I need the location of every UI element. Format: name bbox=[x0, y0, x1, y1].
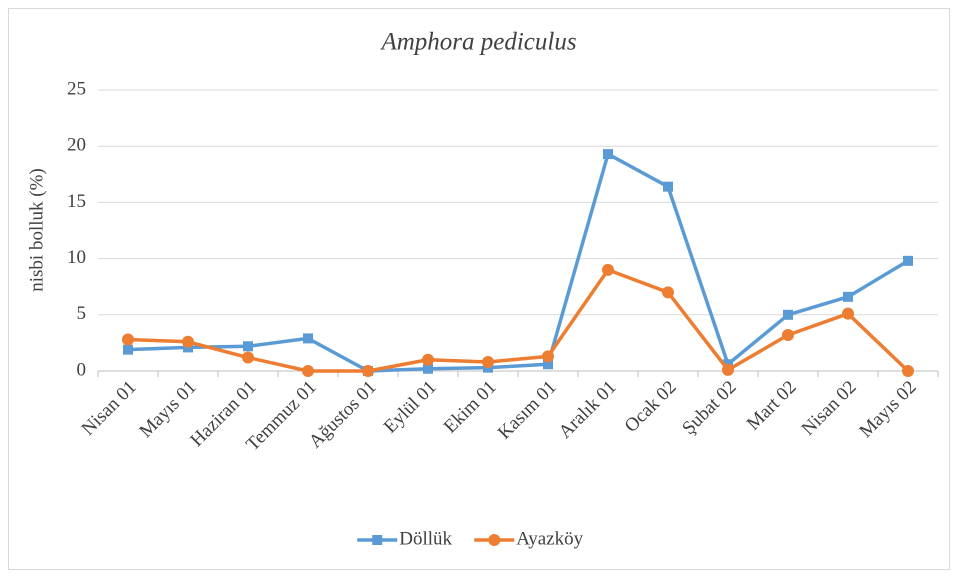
data-point bbox=[242, 351, 254, 364]
data-point bbox=[603, 149, 613, 160]
data-point bbox=[663, 181, 673, 192]
data-point bbox=[422, 353, 434, 366]
series-line bbox=[127, 152, 909, 373]
data-point bbox=[542, 350, 554, 363]
y-tick-label: 5 bbox=[77, 303, 87, 324]
data-point bbox=[662, 286, 674, 299]
data-point bbox=[362, 365, 374, 377]
chart-title: Amphora pediculus bbox=[379, 29, 576, 56]
data-point bbox=[602, 263, 614, 276]
y-tick-label: 15 bbox=[67, 191, 86, 212]
data-point bbox=[243, 341, 253, 352]
data-point bbox=[182, 335, 194, 348]
data-point bbox=[782, 329, 794, 342]
data-point bbox=[842, 307, 854, 320]
y-tick-label: 10 bbox=[67, 247, 86, 268]
data-point bbox=[122, 333, 134, 346]
data-point bbox=[482, 356, 494, 369]
y-tick-label: 25 bbox=[67, 78, 86, 99]
y-tick-label: 20 bbox=[67, 135, 86, 156]
legend-label: Ayazköy bbox=[516, 528, 583, 549]
legend-marker bbox=[488, 534, 501, 546]
data-point bbox=[303, 333, 313, 344]
series-line bbox=[127, 268, 910, 373]
y-axis-label: nisbi bolluk (%) bbox=[26, 168, 47, 292]
data-point bbox=[722, 363, 734, 376]
chart-border bbox=[8, 8, 950, 570]
y-tick-label: 0 bbox=[77, 359, 87, 380]
data-point bbox=[843, 291, 853, 302]
legend-marker bbox=[372, 535, 383, 545]
data-point bbox=[902, 365, 914, 377]
data-point bbox=[903, 255, 913, 266]
data-point bbox=[543, 359, 553, 370]
data-point bbox=[123, 344, 133, 355]
data-point bbox=[302, 365, 314, 377]
data-point bbox=[783, 309, 793, 320]
legend-label: Döllük bbox=[399, 528, 452, 549]
data-point bbox=[423, 363, 433, 374]
